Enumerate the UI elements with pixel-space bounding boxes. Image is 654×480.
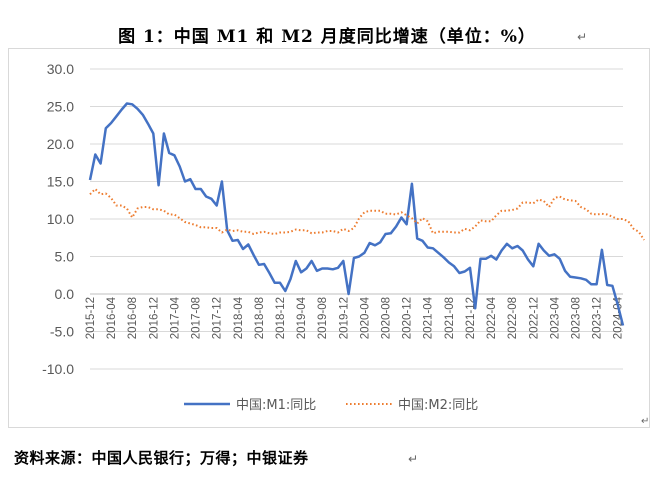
x-tick-label: 2021-04	[423, 296, 435, 339]
x-tick-label: 2016-12	[148, 297, 160, 339]
x-tick-label: 2016-04	[106, 296, 118, 339]
x-tick-label: 2021-08	[444, 297, 456, 339]
series-line-m2	[89, 188, 645, 241]
x-tick-label: 2017-04	[169, 296, 181, 339]
x-tick-label: 2018-12	[275, 297, 287, 339]
y-axis-ticks: -10.0 -5.0 0.0 5.0 10.0 15.0 20.0 25.0 30.0	[42, 61, 74, 377]
series-line-m1	[88, 102, 625, 326]
x-tick-label: 2024-04	[613, 296, 625, 339]
x-tick-label: 2017-12	[212, 297, 224, 339]
x-tick-label: 2016-08	[127, 297, 139, 339]
y-tick-label: -10.0	[42, 361, 74, 377]
x-tick-label: 2020-08	[381, 297, 393, 339]
y-tick-label: 25.0	[47, 99, 74, 115]
paragraph-mark-icon: ↵	[408, 452, 419, 466]
x-tick-label: 2020-04	[359, 296, 371, 339]
x-tick-label: 2019-04	[296, 296, 308, 339]
legend-label-m1: 中国:M1:同比	[236, 398, 316, 413]
x-tick-label: 2020-12	[402, 297, 414, 339]
y-tick-label: -5.0	[50, 324, 74, 340]
paragraph-mark-icon: ↵	[577, 30, 588, 44]
legend-label-m2: 中国:M2:同比	[398, 398, 478, 413]
x-tick-label: 2015-12	[85, 297, 97, 339]
y-tick-label: 5.0	[55, 249, 75, 265]
x-axis-ticks: 2015-12 2016-04 2016-08 2016-12 2017-04 2017-…	[85, 296, 625, 339]
chart-title: 图 1：中国 M1 和 M2 月度同比增速（单位：%）	[118, 27, 536, 47]
paragraph-mark-icon: ↵	[641, 416, 650, 427]
y-tick-label: 30.0	[47, 61, 74, 77]
legend: 中国:M1:同比 中国:M2:同比	[184, 398, 478, 413]
x-tick-label: 2018-04	[233, 296, 245, 339]
x-tick-label: 2022-08	[507, 297, 519, 339]
series-lines	[88, 102, 645, 326]
chart-frame	[8, 48, 650, 428]
gridlines	[90, 68, 623, 370]
x-tick-label: 2018-08	[254, 297, 266, 339]
x-tick-label: 2017-08	[191, 297, 203, 339]
x-tick-label: 2023-04	[549, 296, 561, 339]
y-tick-label: 20.0	[47, 136, 74, 152]
x-tick-label: 2019-12	[338, 297, 350, 339]
x-tick-label: 2019-08	[317, 297, 329, 339]
x-tick-label: 2023-08	[571, 297, 583, 339]
x-tick-label: 2022-12	[528, 297, 540, 339]
x-tick-label: 2023-12	[592, 297, 604, 339]
y-tick-label: 10.0	[47, 211, 74, 227]
y-tick-label: 0.0	[55, 286, 75, 302]
source-note: 资料来源：中国人民银行；万得；中银证券	[14, 449, 309, 467]
y-tick-label: 15.0	[47, 174, 74, 190]
x-tick-label: 2022-04	[486, 296, 498, 339]
